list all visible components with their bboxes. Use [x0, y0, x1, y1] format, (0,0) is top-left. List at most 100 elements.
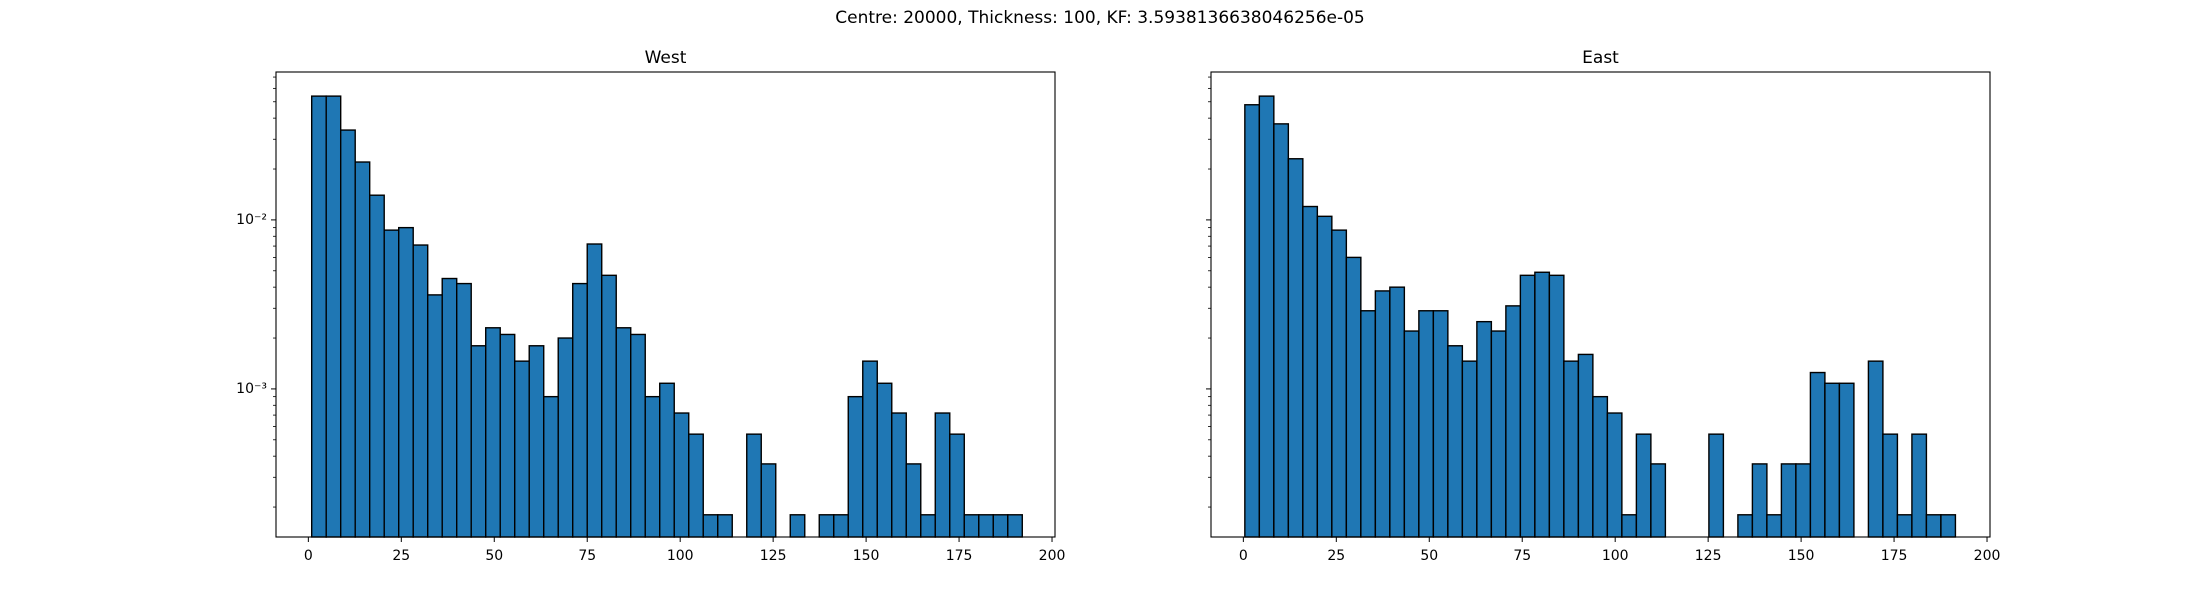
bar	[1940, 514, 1957, 538]
bar	[1592, 395, 1609, 538]
bar	[891, 412, 907, 538]
x-tick-label: 200	[1039, 548, 1066, 564]
x-tick-label: 175	[946, 548, 973, 564]
bar	[1447, 345, 1464, 538]
bar	[862, 360, 878, 538]
bar	[499, 333, 516, 538]
bar	[441, 277, 458, 538]
x-tick-label: 75	[578, 548, 596, 564]
bar	[702, 514, 719, 538]
bar	[1751, 463, 1768, 538]
bar	[1925, 514, 1942, 538]
bar	[963, 514, 980, 538]
x-tick-label: 150	[1788, 548, 1815, 564]
bar	[1476, 320, 1493, 538]
bar	[1809, 371, 1826, 538]
bar	[1418, 310, 1435, 538]
bar	[557, 337, 574, 538]
bar	[1345, 256, 1362, 538]
bar	[1882, 433, 1899, 538]
bar	[1606, 412, 1623, 538]
bar	[325, 95, 342, 538]
x-tick-label: 25	[392, 548, 410, 564]
bar	[847, 395, 864, 538]
bar	[789, 514, 806, 538]
bar	[746, 433, 762, 538]
bar	[1838, 382, 1855, 538]
bar	[514, 360, 530, 538]
bar	[833, 514, 849, 538]
bar	[1577, 353, 1594, 538]
bar	[383, 229, 400, 538]
bar	[1505, 305, 1522, 538]
figure-title: Centre: 20000, Thickness: 100, KF: 3.593…	[835, 8, 1365, 28]
bar	[1403, 330, 1420, 538]
bar	[427, 294, 443, 538]
bar	[310, 95, 327, 538]
x-tick-label: 125	[760, 548, 787, 564]
bar	[1316, 215, 1333, 538]
bar	[644, 395, 661, 538]
bar	[717, 514, 733, 538]
bar	[543, 395, 559, 538]
bar	[601, 274, 617, 538]
bar	[688, 433, 704, 538]
bar	[456, 282, 472, 538]
bar	[1896, 514, 1913, 538]
bar	[1737, 514, 1754, 538]
bar	[1360, 310, 1377, 538]
x-tick-label: 125	[1695, 548, 1722, 564]
bar	[1534, 271, 1551, 538]
x-tick-label: 100	[1602, 548, 1629, 564]
bar	[1650, 463, 1667, 538]
bar	[1548, 274, 1565, 538]
bar	[920, 514, 936, 538]
y-tick-label: 10⁻³	[236, 381, 267, 397]
x-tick-label: 100	[667, 548, 694, 564]
bar	[1244, 104, 1261, 538]
bar	[934, 412, 951, 538]
bar	[1432, 310, 1449, 538]
bar	[1563, 360, 1580, 538]
bar	[1824, 382, 1841, 538]
bar	[412, 244, 429, 538]
bar	[339, 129, 356, 538]
bar	[818, 514, 835, 538]
bar	[992, 514, 1009, 538]
axes-frame	[1210, 71, 1991, 538]
bar	[1302, 205, 1319, 538]
bar	[528, 345, 545, 538]
x-tick-label: 25	[1327, 548, 1345, 564]
bar	[1911, 433, 1928, 538]
axes-title: East	[1582, 48, 1619, 68]
bar	[978, 514, 994, 538]
bar	[905, 463, 922, 538]
bar	[1795, 463, 1812, 538]
bar	[1780, 463, 1797, 538]
bar	[630, 333, 646, 538]
bar	[1007, 514, 1023, 538]
bar	[1519, 274, 1536, 538]
bar	[1621, 514, 1638, 538]
bar	[369, 194, 385, 538]
bar	[572, 282, 588, 538]
y-tick-label: 10⁻²	[236, 212, 267, 228]
bar	[949, 433, 965, 538]
x-tick-label: 50	[485, 548, 503, 564]
x-tick-label: 200	[1974, 548, 2001, 564]
x-tick-label: 0	[1239, 548, 1248, 564]
bar	[1867, 360, 1884, 538]
bar	[659, 382, 675, 538]
axes-frame	[275, 71, 1056, 538]
bar	[354, 161, 371, 538]
bar	[398, 226, 414, 538]
x-tick-label: 175	[1881, 548, 1908, 564]
bar	[1331, 229, 1348, 538]
bar	[1374, 290, 1391, 538]
bar	[1389, 286, 1406, 538]
bar	[673, 412, 690, 538]
axes-title: West	[645, 48, 687, 68]
x-tick-label: 50	[1420, 548, 1438, 564]
